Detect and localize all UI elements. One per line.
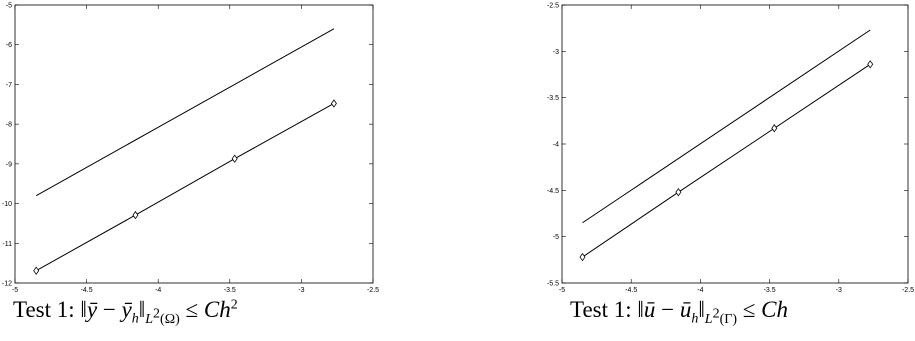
diamond-marker — [867, 60, 874, 69]
left-chart-caption: Test 1: ‖ȳ − ȳh‖L2(Ω) ≤ Ch2 — [13, 297, 238, 327]
y-tick-label: -3.5 — [547, 95, 559, 102]
diamond-marker — [579, 252, 586, 262]
y-tick-label: -5.5 — [547, 281, 559, 288]
right-chart: -5 -4.5 -4 -3.5 -3 -2.5-2.5-3-3.5-4-4.5-5-5.5 — [547, 3, 914, 295]
reference-slope-line — [35, 28, 335, 197]
y-tick-label: -9 — [6, 161, 12, 168]
diamond-marker — [330, 99, 337, 108]
y-tick-label: -6 — [6, 42, 12, 49]
x-tick-label: -5 — [12, 287, 18, 294]
y-tick-label: -4 — [553, 142, 559, 149]
x-tick-label: -3 — [298, 287, 304, 294]
x-tick-label: -4 — [155, 287, 161, 294]
right-chart-caption: Test 1: ‖ū − ūh‖L2(Γ) ≤ Ch — [570, 297, 788, 327]
y-tick-label: -5 — [553, 234, 559, 241]
diamond-marker — [231, 154, 238, 163]
right-plot-frame — [561, 4, 909, 284]
error-line — [35, 103, 335, 272]
x-tick-label: -2.5 — [367, 287, 379, 294]
x-tick-label: -4.5 — [625, 287, 637, 294]
error-line — [582, 63, 871, 258]
y-tick-label: -4.5 — [547, 188, 559, 195]
x-tick-label: -3 — [836, 287, 842, 294]
x-tick-label: -3.5 — [224, 287, 236, 294]
y-tick-label: -3 — [553, 49, 559, 56]
reference-slope-line — [582, 29, 871, 224]
x-tick-label: -4 — [697, 287, 703, 294]
y-tick-label: -8 — [6, 122, 12, 129]
x-tick-label: -5 — [559, 287, 565, 294]
x-tick-label: -3.5 — [764, 287, 776, 294]
left-plot-frame — [14, 4, 374, 284]
y-tick-label: -11 — [2, 241, 12, 248]
y-tick-label: -12 — [2, 281, 12, 288]
diamond-marker — [771, 124, 778, 133]
diamond-marker — [132, 210, 139, 220]
x-tick-label: -4.5 — [81, 287, 93, 294]
y-tick-label: -7 — [6, 82, 12, 89]
left-chart: -5 -4.5 -4 -3.5 -3 -2.5 -5 -6 -7 -8 -9 -10 -11 -12 — [2, 3, 379, 295]
y-tick-label: -10 — [2, 201, 12, 208]
x-tick-label: -2.5 — [902, 287, 914, 294]
diamond-marker — [33, 266, 40, 275]
y-tick-label: -2.5 — [547, 3, 559, 10]
diamond-marker — [675, 187, 682, 197]
y-tick-label: -5 — [6, 3, 12, 10]
